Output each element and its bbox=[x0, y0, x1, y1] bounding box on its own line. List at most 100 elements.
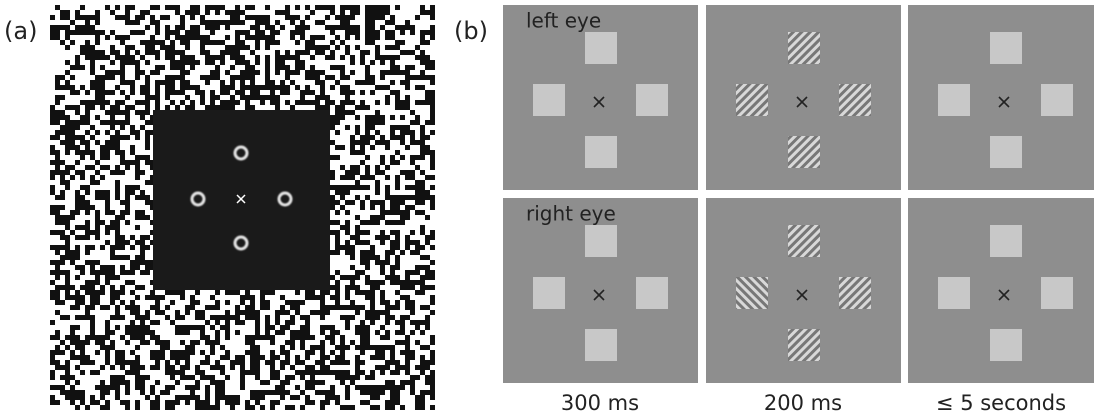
noise-cell bbox=[185, 400, 190, 405]
noise-cell bbox=[55, 310, 60, 315]
noise-cell bbox=[335, 230, 340, 235]
noise-cell bbox=[95, 210, 100, 215]
noise-cell bbox=[410, 110, 415, 115]
noise-cell bbox=[80, 155, 85, 160]
noise-cell bbox=[105, 55, 110, 60]
noise-cell bbox=[100, 120, 105, 125]
noise-cell bbox=[430, 65, 435, 70]
noise-cell bbox=[65, 235, 70, 240]
noise-cell bbox=[145, 245, 150, 250]
noise-cell bbox=[155, 90, 160, 95]
noise-cell bbox=[145, 80, 150, 85]
noise-cell bbox=[230, 360, 235, 365]
noise-cell bbox=[425, 10, 430, 15]
noise-cell bbox=[350, 140, 355, 145]
noise-cell bbox=[230, 10, 235, 15]
noise-cell bbox=[280, 345, 285, 350]
noise-cell bbox=[120, 380, 125, 385]
noise-cell bbox=[340, 245, 345, 250]
noise-cell bbox=[150, 390, 155, 395]
noise-cell bbox=[125, 340, 130, 345]
noise-cell bbox=[280, 380, 285, 385]
noise-cell bbox=[380, 355, 385, 360]
noise-cell bbox=[230, 65, 235, 70]
noise-cell bbox=[235, 360, 240, 365]
noise-cell bbox=[70, 135, 75, 140]
noise-cell bbox=[115, 15, 120, 20]
noise-cell bbox=[55, 360, 60, 365]
noise-cell bbox=[85, 340, 90, 345]
noise-cell bbox=[105, 320, 110, 325]
noise-cell bbox=[55, 250, 60, 255]
noise-cell bbox=[430, 380, 435, 385]
noise-cell bbox=[405, 355, 410, 360]
noise-cell bbox=[390, 370, 395, 375]
noise-cell bbox=[120, 170, 125, 175]
noise-cell bbox=[380, 210, 385, 215]
noise-cell bbox=[395, 65, 400, 70]
noise-cell bbox=[405, 25, 410, 30]
noise-cell bbox=[140, 330, 145, 335]
noise-cell bbox=[410, 310, 415, 315]
noise-cell bbox=[140, 10, 145, 15]
noise-cell bbox=[95, 85, 100, 90]
noise-cell bbox=[115, 325, 120, 330]
noise-cell bbox=[115, 120, 120, 125]
noise-cell bbox=[250, 315, 255, 320]
noise-cell bbox=[60, 255, 65, 260]
noise-cell bbox=[385, 335, 390, 340]
noise-cell bbox=[330, 335, 335, 340]
noise-cell bbox=[320, 390, 325, 395]
noise-cell bbox=[95, 15, 100, 20]
noise-cell bbox=[395, 340, 400, 345]
noise-cell bbox=[50, 175, 55, 180]
noise-cell bbox=[110, 295, 115, 300]
noise-cell bbox=[295, 50, 300, 55]
noise-cell bbox=[295, 310, 300, 315]
noise-cell bbox=[340, 55, 345, 60]
noise-cell bbox=[75, 275, 80, 280]
noise-cell bbox=[125, 210, 130, 215]
noise-cell bbox=[305, 40, 310, 45]
noise-cell bbox=[405, 300, 410, 305]
noise-cell bbox=[235, 20, 240, 25]
noise-cell bbox=[365, 330, 370, 335]
noise-cell bbox=[170, 400, 175, 405]
noise-cell bbox=[345, 390, 350, 395]
noise-cell bbox=[340, 115, 345, 120]
noise-cell bbox=[110, 135, 115, 140]
noise-cell bbox=[145, 140, 150, 145]
noise-cell bbox=[100, 305, 105, 310]
noise-cell bbox=[90, 265, 95, 270]
noise-cell bbox=[340, 185, 345, 190]
noise-cell bbox=[400, 140, 405, 145]
noise-cell bbox=[140, 260, 145, 265]
noise-cell bbox=[335, 305, 340, 310]
noise-cell bbox=[235, 320, 240, 325]
noise-cell bbox=[270, 340, 275, 345]
noise-cell bbox=[430, 120, 435, 125]
noise-cell bbox=[145, 110, 150, 115]
noise-cell bbox=[330, 30, 335, 35]
noise-cell bbox=[70, 30, 75, 35]
noise-cell bbox=[220, 380, 225, 385]
noise-cell bbox=[310, 65, 315, 70]
noise-cell bbox=[325, 25, 330, 30]
noise-cell bbox=[110, 250, 115, 255]
noise-cell bbox=[100, 405, 105, 410]
noise-cell bbox=[185, 55, 190, 60]
noise-cell bbox=[280, 85, 285, 90]
noise-cell bbox=[110, 70, 115, 75]
noise-cell bbox=[270, 95, 275, 100]
noise-cell bbox=[175, 370, 180, 375]
noise-cell bbox=[355, 240, 360, 245]
noise-cell bbox=[65, 345, 70, 350]
noise-cell bbox=[265, 380, 270, 385]
noise-cell bbox=[345, 405, 350, 410]
noise-cell bbox=[225, 85, 230, 90]
noise-cell bbox=[265, 5, 270, 10]
noise-cell bbox=[385, 95, 390, 100]
noise-cell bbox=[180, 370, 185, 375]
noise-cell bbox=[110, 75, 115, 80]
noise-cell bbox=[140, 190, 145, 195]
